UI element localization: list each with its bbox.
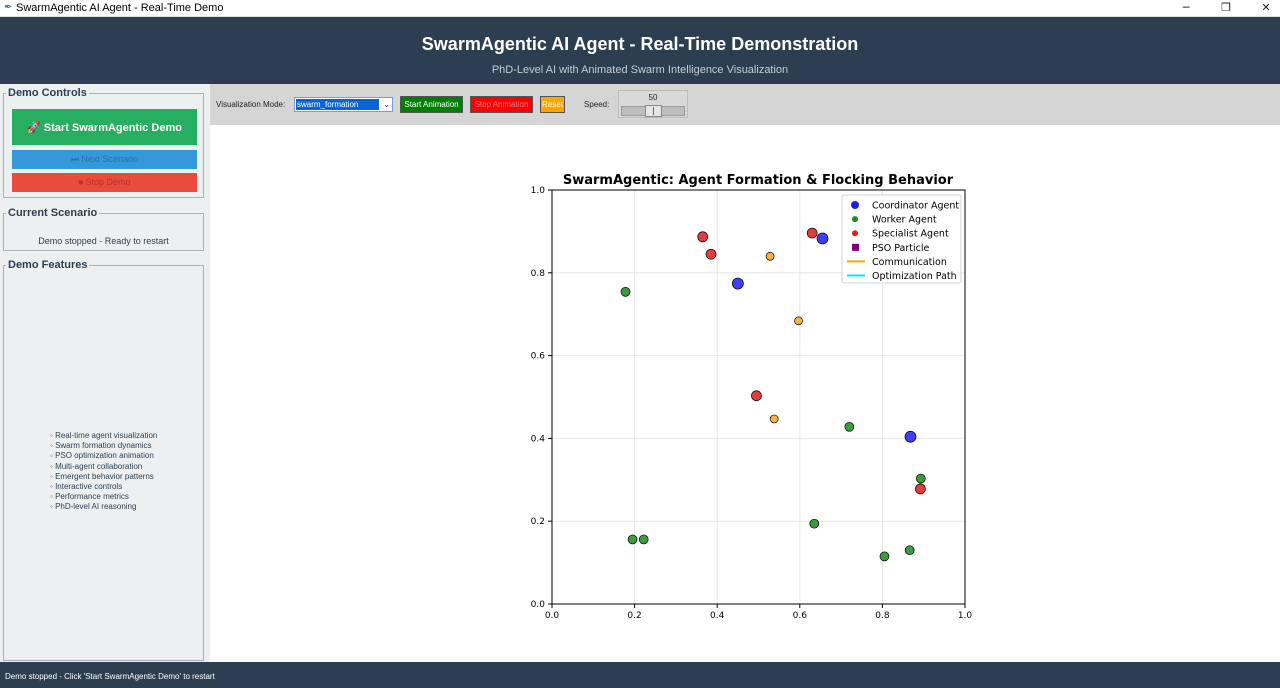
demo-features-legend: Demo Features <box>8 259 88 271</box>
next-scenario-button[interactable]: ⏭ Next Scenario <box>12 150 197 169</box>
specialist-point <box>806 227 818 239</box>
list-item: PSO optimization animation <box>50 451 157 461</box>
x-tick-label: 0.0 <box>545 611 560 621</box>
speed-value: 50 <box>648 93 658 102</box>
y-tick-label: 0.4 <box>531 434 546 444</box>
specialist-point <box>705 248 717 260</box>
window-title: SwarmAgentic AI Agent - Real-Time Demo <box>16 2 224 14</box>
start-demo-label: Start SwarmAgentic Demo <box>43 121 182 134</box>
app-header: SwarmAgentic AI Agent - Real-Time Demons… <box>0 17 1280 84</box>
legend-marker-pso <box>852 243 859 251</box>
scenario-status-text: Demo stopped - Ready to restart <box>38 236 169 246</box>
stop-animation-button[interactable]: Stop Animation <box>470 96 533 113</box>
speed-label: Speed: <box>584 100 610 109</box>
status-bar: Demo stopped - Click 'Start SwarmAgentic… <box>0 662 1280 688</box>
skip-icon: ⏭ <box>70 155 80 165</box>
feather-icon: ✒ <box>4 2 13 13</box>
specialist-point <box>751 390 762 402</box>
legend-label: Coordinator Agent <box>872 201 959 212</box>
rocket-icon: 🚀 <box>27 120 41 134</box>
demo-controls-legend: Demo Controls <box>8 87 87 99</box>
speed-slider[interactable]: 50 <box>618 90 688 118</box>
minimize-icon[interactable]: ─ <box>1182 1 1190 14</box>
stop-demo-label: Stop Demo <box>85 177 131 187</box>
chart-title: SwarmAgentic: Agent Formation & Flocking… <box>563 173 954 188</box>
stop-icon: ⏹ <box>78 178 83 188</box>
worker-point <box>879 551 890 562</box>
list-item: Emergent behavior patterns <box>50 472 157 482</box>
worker-point <box>627 534 638 545</box>
legend-label: Worker Agent <box>872 215 937 226</box>
particle-point <box>765 251 775 261</box>
legend-label: Optimization Path <box>872 271 957 282</box>
legend-marker-coordinator <box>851 201 859 209</box>
legend-label: Specialist Agent <box>872 229 949 240</box>
x-tick-label: 0.4 <box>710 611 725 621</box>
legend-label: PSO Particle <box>872 243 930 254</box>
worker-point <box>915 473 926 484</box>
legend-label: Communication <box>872 257 947 268</box>
maximize-icon[interactable]: ❐ <box>1221 1 1231 14</box>
plot-frame <box>551 189 966 605</box>
y-tick-label: 0.0 <box>531 600 546 610</box>
list-item: Multi-agent collaboration <box>50 462 157 472</box>
list-item: Performance metrics <box>50 492 157 502</box>
sidebar: Demo Controls 🚀 Start SwarmAgentic Demo … <box>0 84 210 662</box>
coordinator-point <box>731 277 744 290</box>
legend-marker-specialist <box>852 230 858 237</box>
y-tick-label: 1.0 <box>531 186 546 196</box>
chart-legend: Coordinator Agent Worker Agent Specialist … <box>841 194 962 284</box>
coordinator-point <box>904 430 917 443</box>
visualization-panel: Visualization Mode: swarm_formation ⌄ St… <box>210 84 1280 662</box>
specialist-point <box>915 483 926 495</box>
specialist-point <box>697 231 709 243</box>
start-animation-button[interactable]: Start Animation <box>400 96 463 113</box>
list-item: Swarm formation dynamics <box>50 441 157 451</box>
features-list: Real-time agent visualization Swarm form… <box>50 431 157 513</box>
page-subtitle: PhD-Level AI with Animated Swarm Intelli… <box>491 64 789 76</box>
y-tick-label: 0.8 <box>531 269 546 279</box>
chevron-down-icon[interactable]: ⌄ <box>383 100 390 109</box>
stop-demo-button[interactable]: ⏹ Stop Demo <box>12 173 197 192</box>
viz-toolbar: Visualization Mode: swarm_formation ⌄ St… <box>210 84 1280 125</box>
close-icon[interactable]: ✕ <box>1261 1 1271 14</box>
start-demo-button[interactable]: 🚀 Start SwarmAgentic Demo <box>12 109 197 145</box>
worker-point <box>904 545 915 556</box>
mode-label: Visualization Mode: <box>216 100 286 109</box>
y-tick-label: 0.6 <box>531 352 546 362</box>
demo-controls-group: Demo Controls 🚀 Start SwarmAgentic Demo … <box>3 87 204 198</box>
current-scenario-group: Current Scenario Demo stopped - Ready to… <box>3 207 204 251</box>
current-scenario-legend: Current Scenario <box>8 207 98 219</box>
speed-slider-handle[interactable] <box>644 105 662 117</box>
status-text: Demo stopped - Click 'Start SwarmAgentic… <box>5 672 215 681</box>
coordinator-point <box>816 232 829 245</box>
main-body: Demo Controls 🚀 Start SwarmAgentic Demo … <box>0 84 1280 662</box>
x-tick-label: 0.2 <box>627 611 641 621</box>
mode-select[interactable]: swarm_formation ⌄ <box>294 97 393 112</box>
chart-points <box>620 227 926 562</box>
worker-point <box>620 286 631 297</box>
x-tick-label: 0.8 <box>875 611 890 621</box>
window-titlebar: ✒ SwarmAgentic AI Agent - Real-Time Demo… <box>0 0 1280 17</box>
legend-marker-worker <box>852 216 858 223</box>
legend-box <box>841 194 962 284</box>
mode-select-value: swarm_formation <box>296 99 379 110</box>
x-tick-label: 0.6 <box>793 611 808 621</box>
chart-axes: 0.0 0.2 0.4 0.6 0.8 1.0 0.0 0.2 0.4 0.6 0.8 1.0 <box>531 186 973 621</box>
x-tick-label: 1.0 <box>958 611 973 621</box>
y-tick-label: 0.2 <box>531 517 545 527</box>
particle-point <box>794 316 803 326</box>
demo-features-group: Demo Features Real-time agent visualizat… <box>3 259 204 661</box>
page-title: SwarmAgentic AI Agent - Real-Time Demons… <box>421 34 859 54</box>
reset-button[interactable]: Reset <box>540 96 565 113</box>
list-item: PhD-level AI reasoning <box>50 502 157 512</box>
list-item: Real-time agent visualization <box>50 431 157 441</box>
swarm-chart: 0.0 0.2 0.4 0.6 0.8 1.0 0.0 0.2 0.4 0.6 0.8 1.0 Swa… <box>531 173 973 621</box>
list-item: Interactive controls <box>50 482 157 492</box>
worker-point <box>844 421 855 432</box>
next-scenario-label: Next Scenario <box>81 154 139 164</box>
particle-point <box>769 414 779 424</box>
worker-point <box>809 518 820 529</box>
worker-point <box>638 534 649 545</box>
